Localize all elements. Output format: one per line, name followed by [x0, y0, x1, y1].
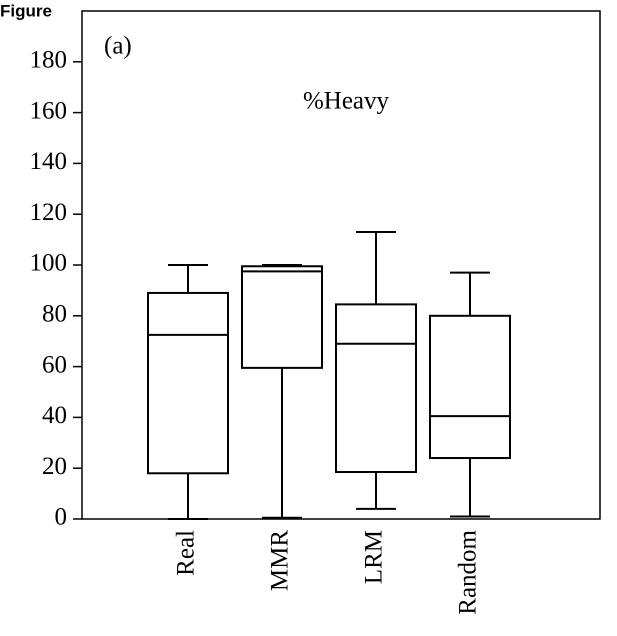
x-tick-label: MMR — [267, 530, 294, 591]
box — [241, 265, 323, 369]
x-tick-label: Random — [455, 529, 482, 614]
box — [429, 314, 511, 460]
y-tick-label: 120 — [30, 199, 68, 226]
y-tick-label: 180 — [30, 47, 68, 74]
box — [335, 303, 417, 474]
panel-label: (a) — [104, 33, 132, 60]
y-tick-label: 20 — [42, 453, 67, 480]
x-tick-label: Real — [173, 530, 200, 576]
y-tick-label: 100 — [30, 250, 68, 277]
y-tick-label: 60 — [42, 351, 67, 378]
y-tick-label: 160 — [30, 97, 68, 124]
chart-title: %Heavy — [303, 88, 390, 115]
box — [147, 291, 229, 475]
y-tick-label: 0 — [55, 504, 68, 531]
y-tick-label: 40 — [42, 402, 67, 429]
y-tick-label: 140 — [30, 148, 68, 175]
y-tick-label: 80 — [42, 301, 67, 328]
x-tick-label: LRM — [361, 530, 388, 584]
figure-header: Figure — [0, 1, 52, 20]
